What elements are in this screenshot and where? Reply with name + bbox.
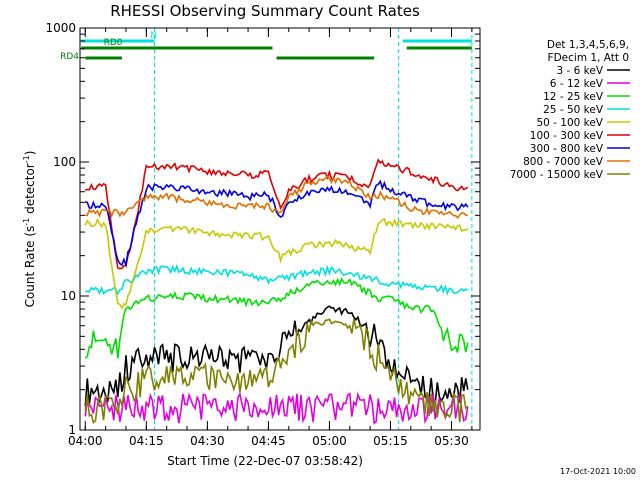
x-tick-label: 05:15 bbox=[373, 434, 408, 448]
y-axis-label-mid: detector bbox=[23, 163, 37, 218]
flag-label: RD4 bbox=[60, 52, 79, 62]
series-line bbox=[84, 391, 469, 425]
legend-label: 25 - 50 keV bbox=[543, 104, 604, 116]
flag-label: RD0 bbox=[104, 38, 123, 48]
legend-label: 7000 - 15000 keV bbox=[510, 169, 604, 181]
y-axis-label-start: Count Rate (s bbox=[23, 226, 37, 308]
x-axis-label: Start Time (22-Dec-07 03:58:42) bbox=[167, 454, 363, 468]
flag-label: N bbox=[150, 31, 157, 41]
x-tick-label: 05:30 bbox=[434, 434, 469, 448]
footer-timestamp: 17-Oct-2021 10:00 bbox=[560, 467, 636, 476]
x-tick-label: 05:00 bbox=[312, 434, 347, 448]
series-line bbox=[84, 305, 469, 407]
y-tick-label: 1000 bbox=[45, 21, 76, 35]
legend-label: 300 - 800 keV bbox=[530, 143, 604, 155]
plot-frame bbox=[79, 27, 481, 431]
x-tick-label: 04:15 bbox=[129, 434, 164, 448]
attenuator-lines bbox=[153, 28, 473, 430]
x-axis: 04:00 04:15 04:30 04:45 05:00 05:15 05:30 bbox=[68, 28, 473, 448]
x-tick-label: 04:45 bbox=[251, 434, 286, 448]
series-line bbox=[85, 158, 469, 270]
legend-header-2: FDecim 1, Att 0 bbox=[548, 52, 629, 64]
chart-title: RHESSI Observing Summary Count Rates bbox=[110, 2, 420, 20]
y-axis-label-sup2: -1 bbox=[22, 155, 31, 163]
series-line bbox=[85, 174, 468, 219]
series-line bbox=[84, 179, 469, 269]
legend-label: 12 - 25 keV bbox=[543, 91, 604, 103]
x-tick-label: 04:00 bbox=[68, 434, 103, 448]
flag-bars: N RD0 RD4 bbox=[60, 31, 472, 62]
legend-label: 100 - 300 keV bbox=[530, 130, 604, 142]
y-tick-label: 100 bbox=[53, 155, 76, 169]
legend: Det 1,3,4,5,6,9, FDecim 1, Att 0 3 - 6 k… bbox=[510, 39, 630, 181]
series-lines bbox=[84, 158, 469, 425]
legend-header-1: Det 1,3,4,5,6,9, bbox=[547, 39, 629, 51]
y-axis: 1 10 100 1000 bbox=[45, 21, 480, 437]
y-tick-label: 1 bbox=[68, 423, 76, 437]
x-tick-label: 04:30 bbox=[190, 434, 225, 448]
legend-label: 3 - 6 keV bbox=[556, 65, 603, 77]
series-line bbox=[84, 264, 469, 296]
legend-label: 50 - 100 keV bbox=[536, 117, 603, 129]
y-axis-label-sup1: -1 bbox=[22, 218, 31, 226]
series-line bbox=[84, 276, 469, 359]
y-tick-label: 10 bbox=[61, 289, 76, 303]
y-axis-label-end: ) bbox=[23, 151, 37, 156]
series-line bbox=[84, 318, 469, 424]
y-axis-label: Count Rate (s-1 detector-1) bbox=[22, 151, 37, 308]
legend-label: 800 - 7000 keV bbox=[523, 156, 604, 168]
series-line bbox=[84, 217, 469, 310]
legend-label: 6 - 12 keV bbox=[550, 78, 604, 90]
